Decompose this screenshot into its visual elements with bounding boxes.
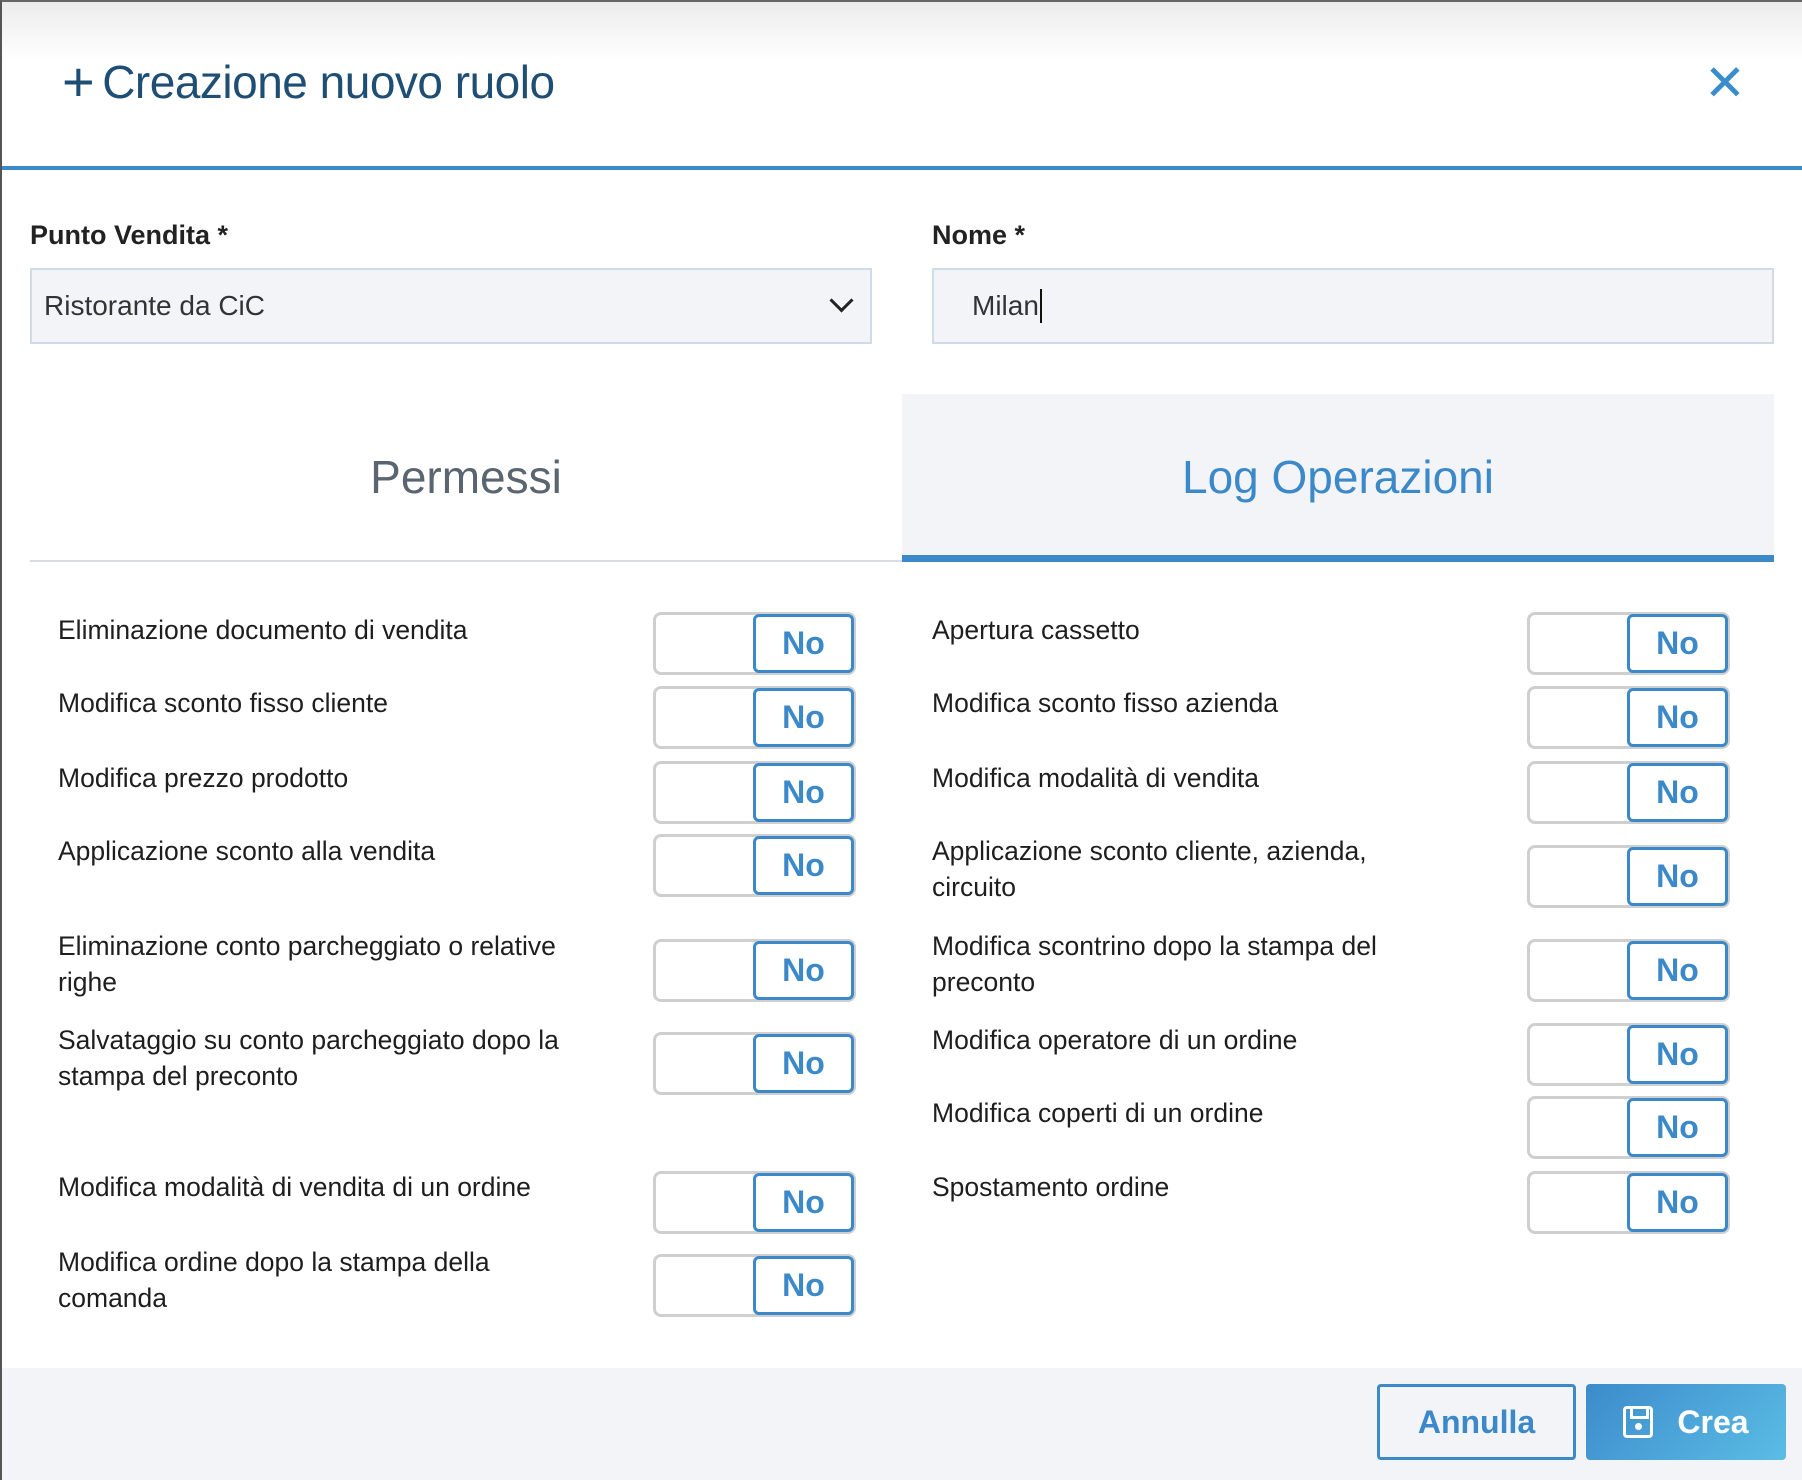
toggle-value: No: [1627, 1173, 1728, 1232]
permission-toggle[interactable]: No: [1527, 686, 1730, 749]
tab-log-operazioni[interactable]: Log Operazioni: [902, 394, 1774, 560]
toggle-value: No: [1627, 1025, 1728, 1084]
permission-label: Applicazione sconto alla vendita: [58, 836, 436, 866]
toggle-value: No: [1627, 847, 1728, 906]
permission-label: Modifica sconto fisso cliente: [58, 688, 388, 718]
toggle-value: No: [753, 1256, 854, 1315]
toggle-value: No: [753, 688, 854, 747]
toggle-value: No: [753, 941, 854, 1000]
dialog-title-text: Creazione nuovo ruolo: [102, 56, 555, 108]
permission-label: Modifica modalità di vendita: [932, 763, 1260, 793]
close-icon[interactable]: ✕: [1704, 55, 1746, 111]
permission-toggle[interactable]: No: [1527, 845, 1730, 908]
toggle-value: No: [1627, 614, 1728, 673]
permission-label: Spostamento ordine: [932, 1172, 1170, 1202]
punto-vendita-value: Ristorante da CiC: [44, 290, 265, 321]
toggle-value: No: [753, 836, 854, 895]
nome-label: Nome *: [932, 220, 1026, 250]
permission-toggle[interactable]: No: [653, 761, 856, 824]
header-divider: [2, 166, 1802, 170]
punto-vendita-select[interactable]: Ristorante da CiC: [30, 268, 872, 344]
toggle-value: No: [1627, 941, 1728, 1000]
tab-permessi[interactable]: Permessi: [370, 451, 562, 503]
punto-vendita-label: Punto Vendita *: [30, 220, 229, 250]
permission-toggle[interactable]: No: [653, 1254, 856, 1317]
toggle-value: No: [753, 1173, 854, 1232]
tab-divider: [30, 560, 902, 562]
toggle-value: No: [753, 763, 854, 822]
permission-label: Modifica prezzo prodotto: [58, 763, 349, 793]
active-tab-indicator: [902, 555, 1774, 562]
permission-label: Applicazione sconto cliente, azienda, ci…: [932, 836, 1367, 902]
nome-input[interactable]: Milan: [932, 268, 1774, 344]
permission-toggle[interactable]: No: [1527, 761, 1730, 824]
toggle-value: No: [1627, 688, 1728, 747]
permission-toggle[interactable]: No: [653, 939, 856, 1002]
toggle-value: No: [1627, 1098, 1728, 1157]
toggle-value: No: [753, 1034, 854, 1093]
permission-label: Modifica modalità di vendita di un ordin…: [58, 1172, 531, 1202]
permission-toggle[interactable]: No: [1527, 1096, 1730, 1159]
plus-icon: +: [62, 50, 95, 113]
toggle-value: No: [1627, 763, 1728, 822]
permission-label: Modifica sconto fisso azienda: [932, 688, 1279, 718]
permission-toggle[interactable]: No: [653, 1032, 856, 1095]
cancel-button[interactable]: Annulla: [1377, 1384, 1576, 1460]
permission-label: Modifica scontrino dopo la stampa del pr…: [932, 931, 1377, 997]
chevron-down-icon: [829, 288, 854, 313]
permission-toggle[interactable]: No: [653, 686, 856, 749]
permission-toggle[interactable]: No: [1527, 1171, 1730, 1234]
permission-label: Eliminazione conto parcheggiato o relati…: [58, 931, 556, 997]
permission-label: Modifica operatore di un ordine: [932, 1025, 1298, 1055]
permission-toggle[interactable]: No: [653, 834, 856, 897]
permission-label: Eliminazione documento di vendita: [58, 615, 468, 645]
permission-toggle[interactable]: No: [1527, 612, 1730, 675]
permission-label: Modifica ordine dopo la stampa della com…: [58, 1247, 490, 1313]
permission-label: Modifica coperti di un ordine: [932, 1098, 1264, 1128]
nome-value: Milan: [972, 290, 1039, 321]
permission-toggle[interactable]: No: [653, 612, 856, 675]
text-cursor: [1039, 289, 1042, 323]
toggle-value: No: [753, 614, 854, 673]
permission-toggle[interactable]: No: [1527, 1023, 1730, 1086]
permission-label: Salvataggio su conto parcheggiato dopo l…: [58, 1025, 559, 1091]
dialog-header: [2, 2, 1802, 166]
create-button[interactable]: Crea: [1586, 1384, 1786, 1460]
dialog-title: + Creazione nuovo ruolo: [62, 54, 555, 110]
permission-label: Apertura cassetto: [932, 615, 1140, 645]
create-button-label: Crea: [1677, 1403, 1749, 1440]
permission-toggle[interactable]: No: [1527, 939, 1730, 1002]
permission-toggle[interactable]: No: [653, 1171, 856, 1234]
save-icon: [1623, 1406, 1654, 1438]
